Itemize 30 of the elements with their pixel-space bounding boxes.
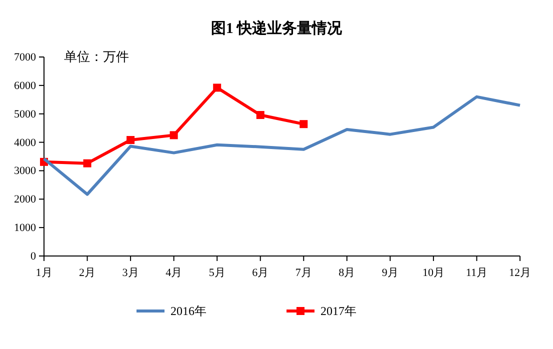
point (126, 136, 135, 144)
y-tick-label: 1000 (14, 222, 36, 234)
chart-title: 图1 快递业务量情况 (210, 19, 344, 37)
y-tick-label: 2000 (14, 194, 36, 206)
y-tick-label: 4000 (14, 136, 36, 149)
point (170, 131, 178, 140)
x-tick-label: 2月 (79, 267, 96, 280)
x-tick-label: 3月 (122, 267, 139, 280)
x-tick-label: 6月 (252, 267, 269, 280)
x-tick-label: 11月 (466, 267, 488, 280)
legend-label: 2017年 (320, 304, 356, 318)
point (213, 84, 222, 92)
y-tick-label: 5000 (14, 108, 36, 120)
x-tick-label: 10月 (422, 267, 444, 280)
x-tick-label: 12月 (509, 267, 531, 280)
x-tick-label: 9月 (382, 267, 398, 280)
x-tick-label: 5月 (208, 267, 226, 280)
point (300, 120, 308, 128)
y-tick-label: 7000 (14, 52, 36, 64)
point (256, 110, 264, 119)
x-tick-label: 8月 (338, 267, 356, 280)
x-tick-label: 4月 (166, 267, 182, 280)
legend-label: 2016年 (170, 304, 206, 318)
point (83, 159, 92, 168)
y-tick-label: 3000 (14, 165, 36, 178)
y-tick-label: 6000 (14, 80, 36, 92)
annotation: 单位：万件 (64, 49, 129, 64)
x-tick-label: 1月 (36, 267, 52, 280)
y-tick-label: 0 (30, 250, 36, 263)
x-tick-label: 7月 (295, 267, 312, 280)
